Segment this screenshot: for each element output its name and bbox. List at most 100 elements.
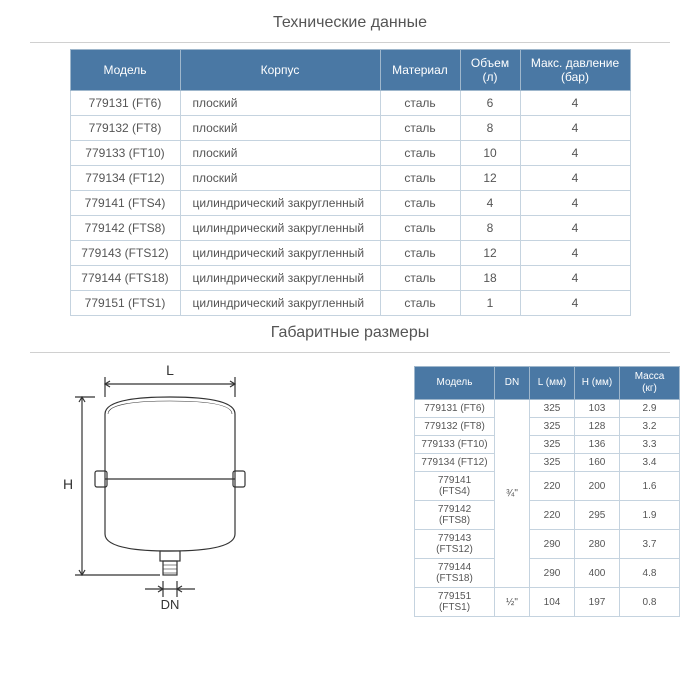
- table-cell: 128: [575, 418, 620, 436]
- table-cell: цилиндрический закругленный: [180, 266, 380, 291]
- table-row: 779151 (FTS1)½"1041970.8: [415, 588, 680, 617]
- table-cell: сталь: [380, 266, 460, 291]
- table-cell: 103: [575, 400, 620, 418]
- table-row: 779144 (FTS18)цилиндрический закругленны…: [70, 266, 630, 291]
- table-cell: 779151 (FTS1): [415, 588, 495, 617]
- table-cell-dn: ½": [495, 588, 530, 617]
- table-cell: 779143 (FTS12): [415, 530, 495, 559]
- table-cell: 779133 (FT10): [70, 141, 180, 166]
- table-cell: 6: [460, 91, 520, 116]
- table-cell: 290: [530, 530, 575, 559]
- table-cell: 4: [520, 191, 630, 216]
- table-cell: 779134 (FT12): [70, 166, 180, 191]
- table-cell: 136: [575, 436, 620, 454]
- table-row: 779133 (FT10)плоскийсталь104: [70, 141, 630, 166]
- col2-model: Модель: [415, 367, 495, 400]
- table-cell: сталь: [380, 291, 460, 316]
- table-cell: 779151 (FTS1): [70, 291, 180, 316]
- table-cell: 779142 (FTS8): [415, 501, 495, 530]
- table-cell: 4: [460, 191, 520, 216]
- table-cell: цилиндрический закругленный: [180, 241, 380, 266]
- tech-data-title: Технические данные: [10, 14, 690, 32]
- table-cell: цилиндрический закругленный: [180, 216, 380, 241]
- table-cell: 290: [530, 559, 575, 588]
- table-cell: 200: [575, 472, 620, 501]
- col2-dn: DN: [495, 367, 530, 400]
- table-cell: 2.9: [620, 400, 680, 418]
- table-cell: 4: [520, 291, 630, 316]
- table-cell: 1: [460, 291, 520, 316]
- label-H: H: [63, 476, 73, 492]
- col-pressure: Макс. давление (бар): [520, 50, 630, 91]
- table-cell: 3.4: [620, 454, 680, 472]
- table-cell: 10: [460, 141, 520, 166]
- table-cell: 1.9: [620, 501, 680, 530]
- tank-diagram: L: [20, 359, 320, 624]
- table-cell: 779141 (FTS4): [415, 472, 495, 501]
- table-cell: сталь: [380, 116, 460, 141]
- table-row: 779134 (FT12)3251603.4: [415, 454, 680, 472]
- table-row: 779151 (FTS1)цилиндрический закругленный…: [70, 291, 630, 316]
- col-model: Модель: [70, 50, 180, 91]
- table-cell: 220: [530, 501, 575, 530]
- table-row: 779132 (FT8)плоскийсталь84: [70, 116, 630, 141]
- table-cell: сталь: [380, 166, 460, 191]
- table-cell: сталь: [380, 191, 460, 216]
- table-cell: 779132 (FT8): [415, 418, 495, 436]
- divider: [30, 352, 670, 353]
- table-cell: 280: [575, 530, 620, 559]
- table-cell: 12: [460, 241, 520, 266]
- table-cell: 104: [530, 588, 575, 617]
- table-cell: 779132 (FT8): [70, 116, 180, 141]
- table-cell: 325: [530, 454, 575, 472]
- table-row: 779134 (FT12)плоскийсталь124: [70, 166, 630, 191]
- table-cell: плоский: [180, 116, 380, 141]
- table-cell: плоский: [180, 166, 380, 191]
- table-cell-dn: ¾": [495, 400, 530, 588]
- table-cell: плоский: [180, 141, 380, 166]
- table-cell: 779133 (FT10): [415, 436, 495, 454]
- table-cell: сталь: [380, 241, 460, 266]
- col2-H: H (мм): [575, 367, 620, 400]
- table-cell: 779143 (FTS12): [70, 241, 180, 266]
- table-cell: 3.3: [620, 436, 680, 454]
- table-cell: 4: [520, 241, 630, 266]
- col-material: Материал: [380, 50, 460, 91]
- table-cell: 779142 (FTS8): [70, 216, 180, 241]
- table-cell: 3.7: [620, 530, 680, 559]
- table-cell: плоский: [180, 91, 380, 116]
- table-cell: 4: [520, 141, 630, 166]
- table-cell: 779144 (FTS18): [415, 559, 495, 588]
- tech-table: Модель Корпус Материал Объем (л) Макс. д…: [70, 49, 631, 316]
- label-L: L: [166, 362, 174, 378]
- table-row: 779131 (FT6)¾"3251032.9: [415, 400, 680, 418]
- table-row: 779141 (FTS4)2202001.6: [415, 472, 680, 501]
- table-cell: 12: [460, 166, 520, 191]
- label-DN: DN: [161, 597, 180, 612]
- dims-title: Габаритные размеры: [10, 324, 690, 342]
- table-cell: 8: [460, 116, 520, 141]
- col-body: Корпус: [180, 50, 380, 91]
- table-cell: 779131 (FT6): [415, 400, 495, 418]
- table-row: 779131 (FT6)плоскийсталь64: [70, 91, 630, 116]
- table-cell: 400: [575, 559, 620, 588]
- table-row: 779142 (FTS8) 2202951.9: [415, 501, 680, 530]
- table-row: 779143 (FTS12) 2902803.7: [415, 530, 680, 559]
- table-cell: 4: [520, 116, 630, 141]
- table-cell: 325: [530, 436, 575, 454]
- table-cell: 4: [520, 266, 630, 291]
- col-volume: Объем (л): [460, 50, 520, 91]
- table-row: 779144 (FTS18) 2904004.8: [415, 559, 680, 588]
- col2-mass: Масса (кг): [620, 367, 680, 400]
- table-cell: 295: [575, 501, 620, 530]
- divider: [30, 42, 670, 43]
- table-cell: сталь: [380, 91, 460, 116]
- table-cell: цилиндрический закругленный: [180, 291, 380, 316]
- col2-L: L (мм): [530, 367, 575, 400]
- table-row: 779143 (FTS12)цилиндрический закругленны…: [70, 241, 630, 266]
- table-cell: 779134 (FT12): [415, 454, 495, 472]
- table-cell: 8: [460, 216, 520, 241]
- table-row: 779141 (FTS4)цилиндрический закругленный…: [70, 191, 630, 216]
- table-cell: 4: [520, 166, 630, 191]
- table-cell: 4.8: [620, 559, 680, 588]
